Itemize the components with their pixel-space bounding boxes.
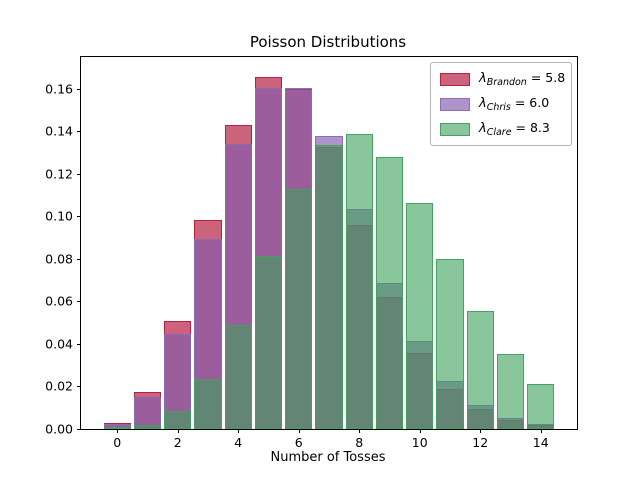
legend-row-chris: λChris = 6.0 [440,95,562,113]
y-tick-label-0.08: 0.08 [45,251,73,267]
y-tick-0.02 [77,386,81,388]
bar-clare-1 [133,424,162,429]
legend: λBrandon = 5.8 λChris = 6.0 λClare = 8.3 [430,62,572,146]
y-tick-label-0.00: 0.00 [45,421,73,437]
legend-row-brandon: λBrandon = 5.8 [440,70,566,88]
legend-swatch-clare [440,122,470,136]
y-tick-label-0.04: 0.04 [45,336,73,352]
legend-swatch-chris [440,97,470,111]
y-tick-label-0.10: 0.10 [45,208,73,224]
bar-clare-2 [164,410,192,429]
x-tick-0 [117,429,119,433]
y-tick-label-0.16: 0.16 [45,81,73,97]
x-tick-10 [419,429,421,433]
bar-clare-7 [315,144,343,429]
bar-clare-6 [285,189,313,429]
x-tick-label-12: 12 [472,435,489,450]
bar-clare-12 [466,311,494,429]
y-tick-label-0.02: 0.02 [45,378,73,394]
x-tick-label-0: 0 [113,435,122,450]
x-tick-label-14: 14 [532,435,549,450]
y-tick-0.14 [77,131,81,133]
y-tick-0.04 [77,343,81,345]
x-tick-label-6: 6 [294,435,303,450]
bar-clare-4 [224,324,252,429]
legend-label-clare: λClare = 8.3 [479,120,550,138]
bar-clare-8 [345,133,373,429]
x-tick-label-2: 2 [173,435,182,450]
x-axis-label: Number of Tosses [270,450,386,465]
chart-title: Poisson Distributions [249,33,407,51]
x-tick-14 [540,429,542,433]
legend-label-brandon: λBrandon = 5.8 [479,70,566,88]
bar-clare-11 [436,258,464,429]
bar-clare-10 [406,203,434,429]
x-tick-label-8: 8 [355,435,364,450]
y-tick-0.08 [77,258,81,260]
bar-clare-5 [254,255,283,429]
y-tick-0.00 [77,429,81,430]
y-tick-label-0.06: 0.06 [45,293,73,309]
x-tick-6 [298,429,300,433]
bar-clare-13 [496,353,525,429]
x-tick-4 [238,429,240,433]
y-tick-0.06 [77,301,81,303]
y-tick-0.10 [77,216,81,218]
x-tick-2 [177,429,179,433]
x-tick-12 [480,429,482,433]
x-tick-label-10: 10 [411,435,428,450]
x-tick-label-4: 4 [234,435,243,450]
y-tick-label-0.14: 0.14 [45,123,73,139]
bar-clare-14 [527,384,555,429]
x-tick-8 [359,429,361,433]
y-tick-label-0.12: 0.12 [45,166,73,182]
legend-swatch-brandon [440,72,470,86]
bar-clare-0 [103,427,131,429]
y-tick-0.12 [77,173,81,175]
bar-clare-3 [194,378,222,429]
legend-label-chris: λChris = 6.0 [479,95,550,113]
bar-clare-9 [375,156,404,429]
y-tick-0.16 [77,88,81,90]
legend-row-clare: λClare = 8.3 [440,120,562,138]
